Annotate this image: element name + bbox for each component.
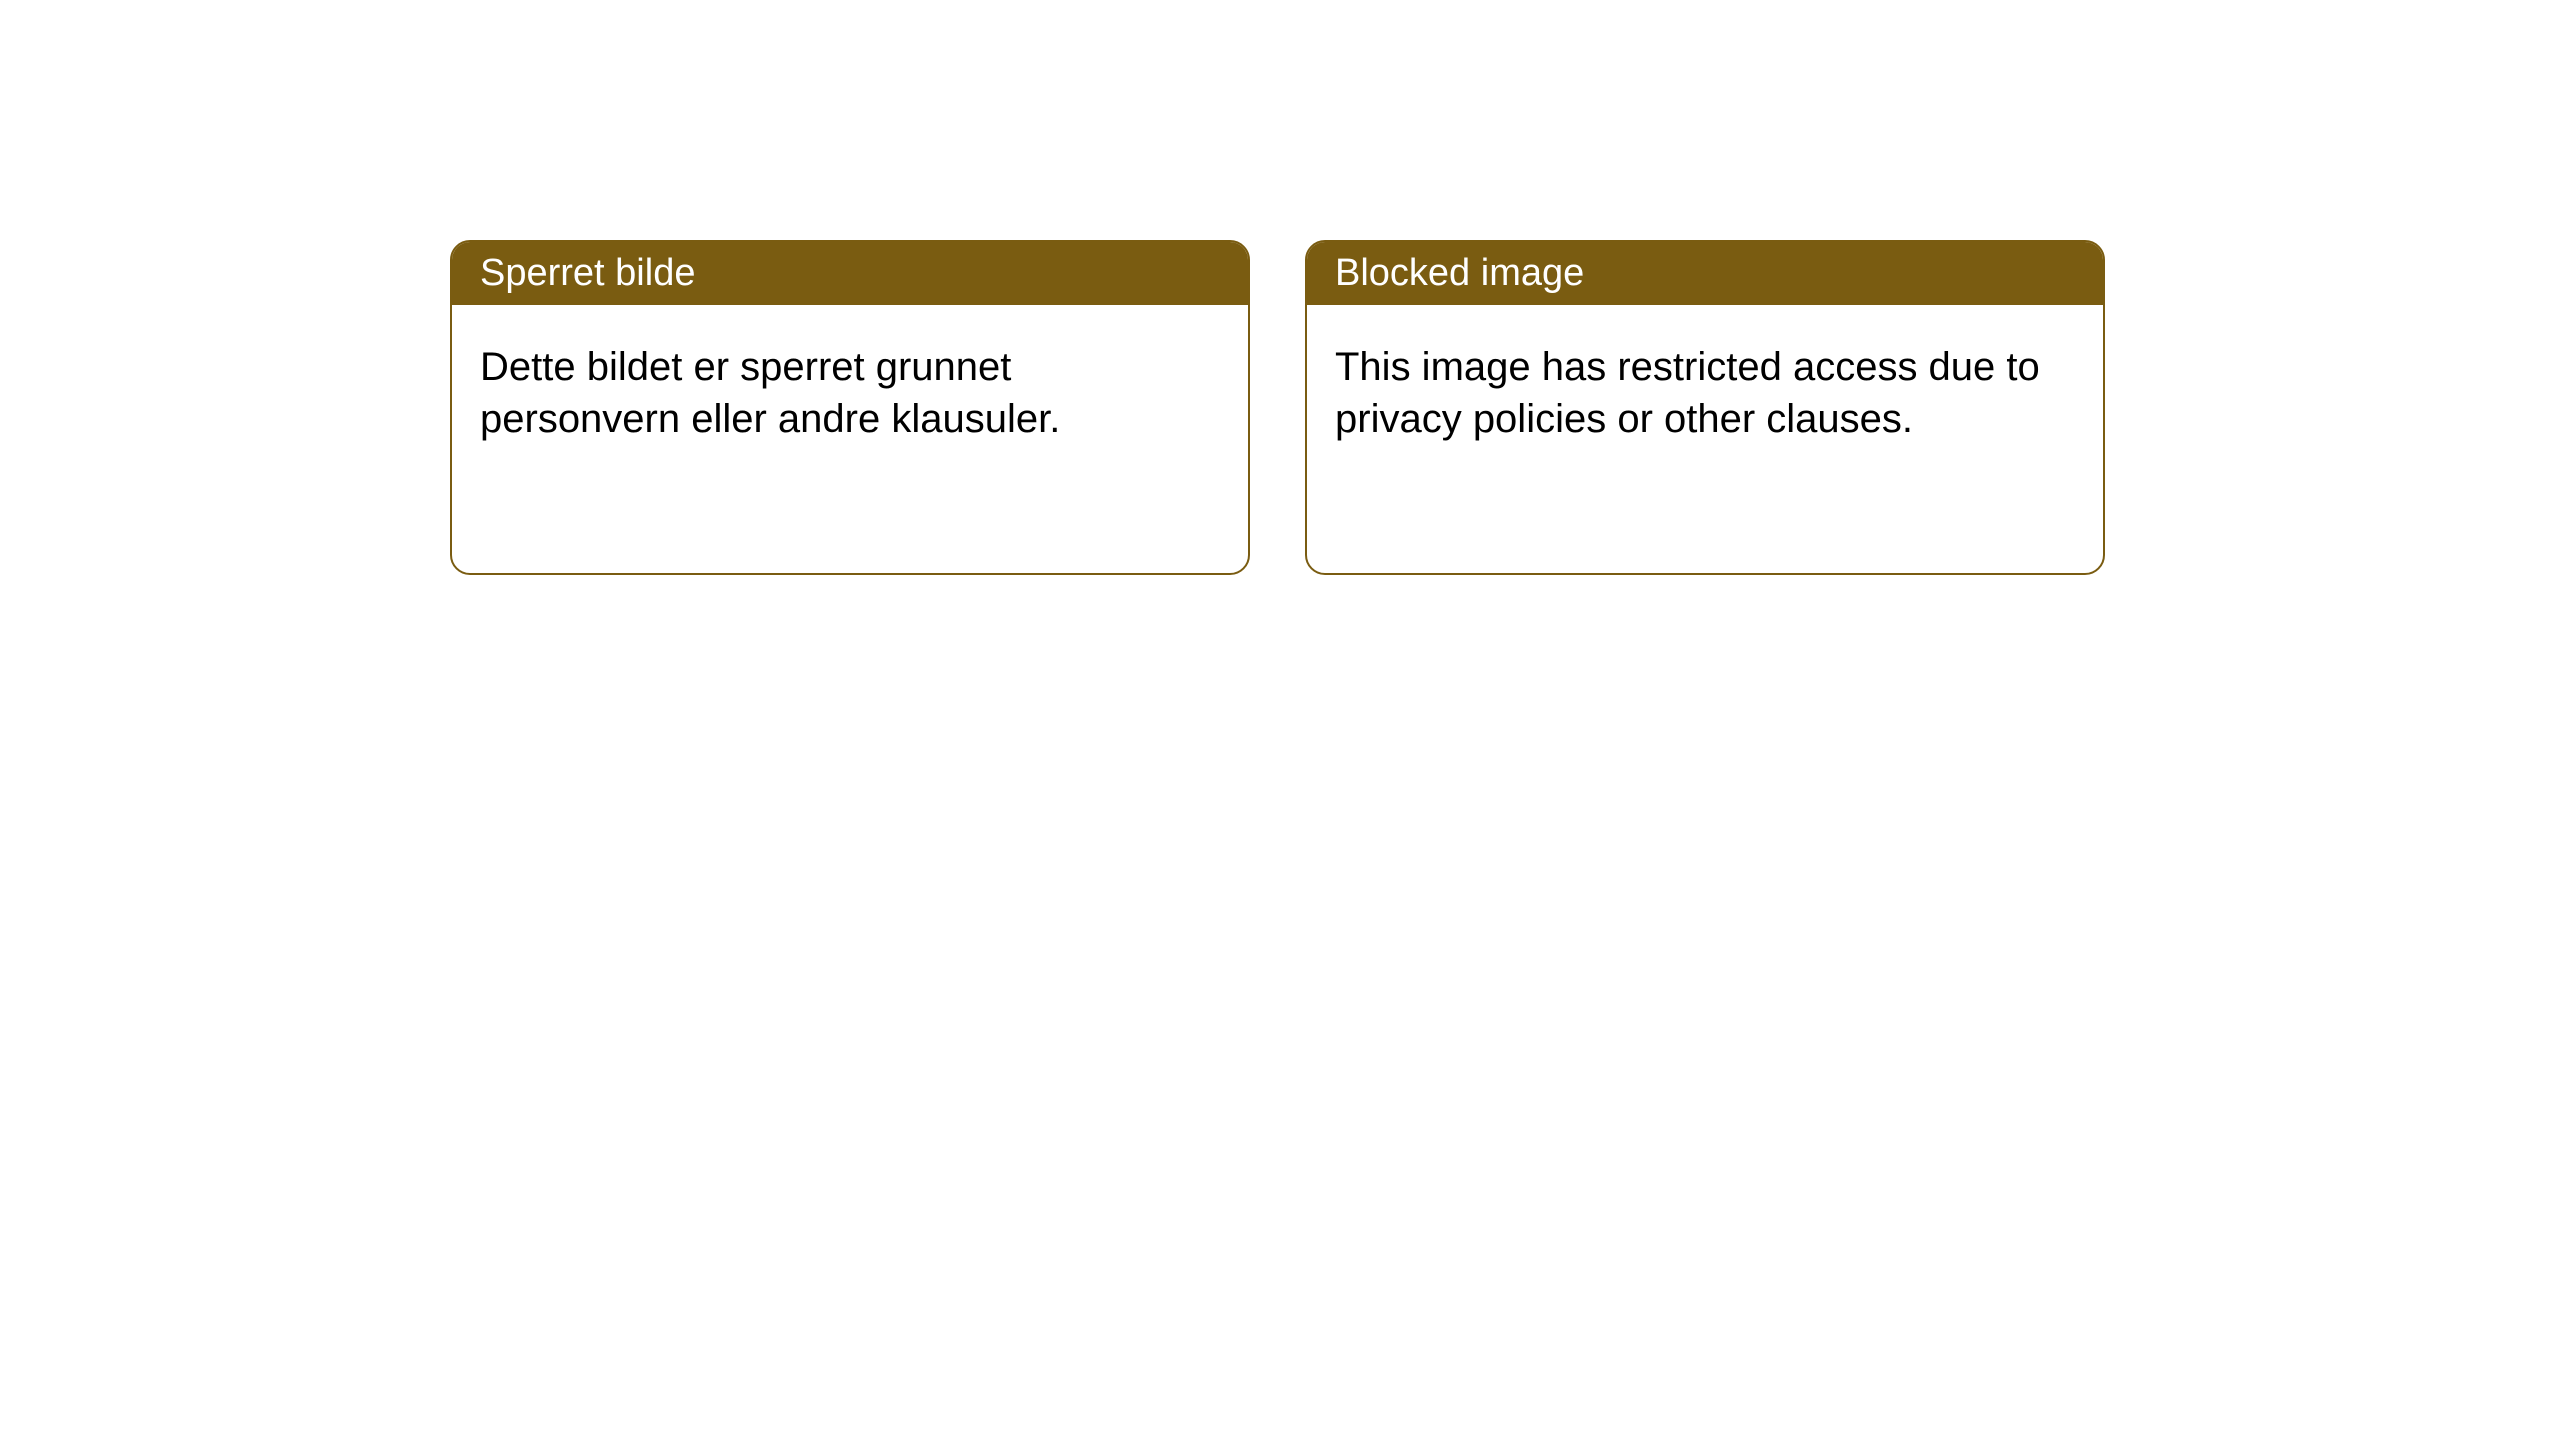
cards-container: Sperret bilde Dette bildet er sperret gr… <box>450 240 2560 575</box>
card-body-en: This image has restricted access due to … <box>1307 305 2103 481</box>
card-header-no: Sperret bilde <box>452 242 1248 305</box>
card-text-no: Dette bildet er sperret grunnet personve… <box>480 345 1060 441</box>
card-title-no: Sperret bilde <box>480 252 695 294</box>
card-body-no: Dette bildet er sperret grunnet personve… <box>452 305 1248 481</box>
blocked-image-card-no: Sperret bilde Dette bildet er sperret gr… <box>450 240 1250 575</box>
card-title-en: Blocked image <box>1335 252 1584 294</box>
blocked-image-card-en: Blocked image This image has restricted … <box>1305 240 2105 575</box>
card-header-en: Blocked image <box>1307 242 2103 305</box>
card-text-en: This image has restricted access due to … <box>1335 345 2040 441</box>
